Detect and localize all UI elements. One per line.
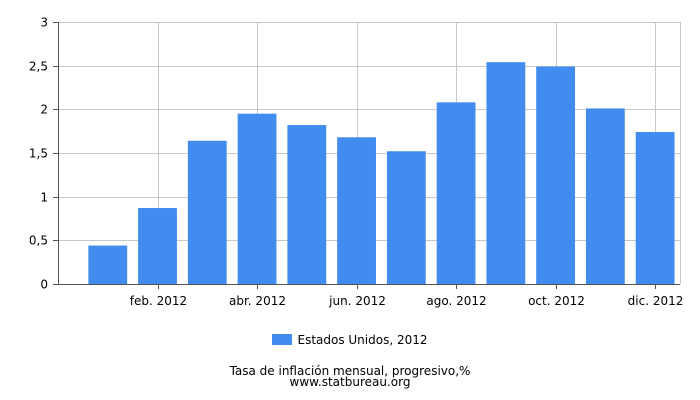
inflation-bar-chart: 0 0,5 1 1,5 2 2,5 3 feb. 2012 abr. 2012 jun. 201… xyxy=(29,16,684,309)
bar xyxy=(88,245,128,284)
bar xyxy=(287,125,327,284)
x-tick-label: oct. 2012 xyxy=(528,294,585,308)
x-tick-label: dic. 2012 xyxy=(628,294,684,308)
bar xyxy=(536,66,576,284)
bar xyxy=(337,137,376,284)
x-tick-label: ago. 2012 xyxy=(426,294,486,308)
bar xyxy=(237,113,277,284)
x-tick-label: jun. 2012 xyxy=(328,294,386,308)
x-tick-label: abr. 2012 xyxy=(229,294,286,308)
source-url: www.statbureau.org xyxy=(289,375,411,389)
bar xyxy=(486,62,526,284)
y-tick-label: 0,5 xyxy=(29,234,48,248)
x-tick-labels: feb. 2012 abr. 2012 jun. 2012 ago. 2012 oct.… xyxy=(130,294,684,308)
legend-label: Estados Unidos, 2012 xyxy=(297,333,428,347)
bar xyxy=(386,151,426,284)
y-tick-label: 2 xyxy=(40,103,48,117)
bar xyxy=(436,102,476,284)
y-tick-label: 2,5 xyxy=(29,60,48,74)
bar xyxy=(585,108,625,285)
axes xyxy=(53,22,680,289)
bar xyxy=(635,132,675,284)
y-tick-label: 1 xyxy=(40,191,48,205)
y-tick-label: 1,5 xyxy=(29,147,48,161)
chart-caption: Tasa de inflación mensual, progresivo,% xyxy=(229,364,471,378)
y-tick-label: 0 xyxy=(40,278,48,292)
legend: Estados Unidos, 2012 xyxy=(0,333,700,347)
bar xyxy=(187,140,227,284)
gridlines xyxy=(58,22,681,284)
bar xyxy=(138,208,177,284)
y-tick-labels: 0 0,5 1 1,5 2 2,5 3 xyxy=(29,16,48,292)
legend-swatch xyxy=(272,334,293,345)
bars xyxy=(88,62,675,285)
x-tick-label: feb. 2012 xyxy=(130,294,187,308)
y-tick-label: 3 xyxy=(40,16,48,30)
